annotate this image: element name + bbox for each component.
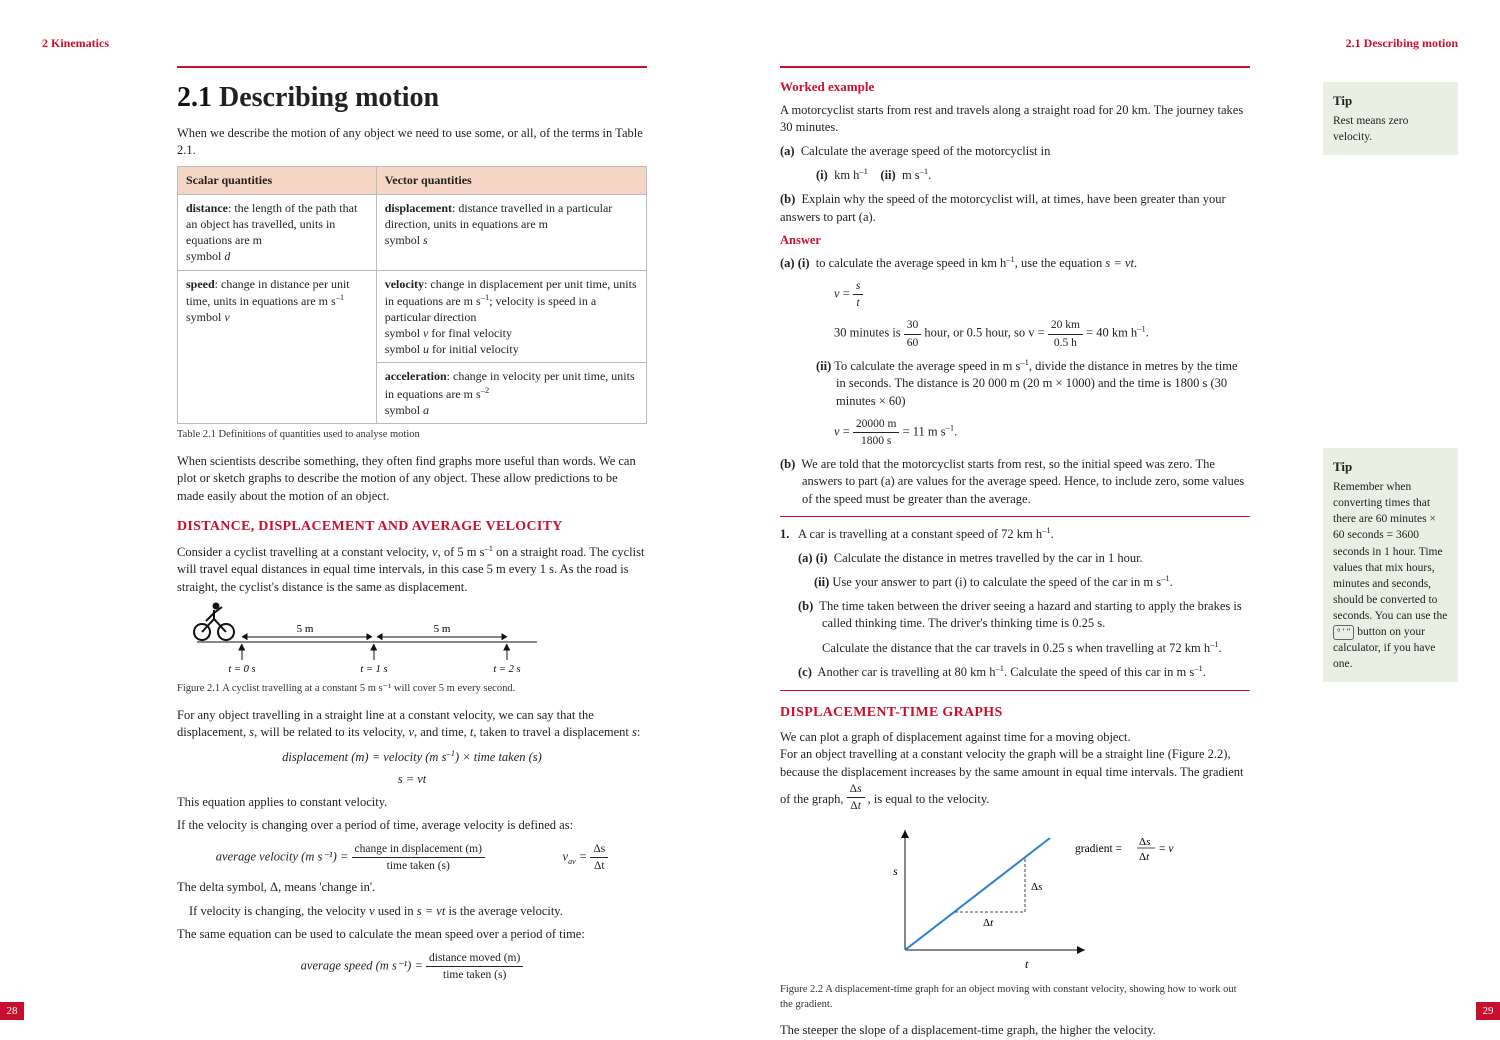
cell-displacement: displacement: distance travelled in a pa… (376, 194, 646, 270)
cyclist-para: Consider a cyclist travelling at a const… (177, 543, 647, 597)
worked-problem: A motorcyclist starts from rest and trav… (780, 102, 1250, 137)
worked-heading: Worked example (780, 78, 1250, 96)
svg-text:gradient =: gradient = (1075, 843, 1122, 855)
intro-text: When we describe the motion of any objec… (177, 125, 647, 160)
svg-text:t: t (1025, 957, 1029, 971)
calc-button-icon: ° ' " (1333, 625, 1354, 640)
right-content: Worked example A motorcyclist starts fro… (780, 66, 1250, 1040)
svg-text:Δt: Δt (1139, 851, 1150, 863)
delta-para: The delta symbol, Δ, means 'change in'. (177, 879, 647, 897)
page-title: 2.1 Describing motion (177, 78, 647, 117)
tip1-title: Tip (1333, 92, 1448, 110)
left-content: 2.1 Describing motion When we describe t… (177, 66, 647, 983)
dt-para: We can plot a graph of displacement agai… (780, 729, 1250, 815)
ans-eq-v: v = st (834, 278, 1250, 311)
section-distance-heading: DISTANCE, DISPLACEMENT AND AVERAGE VELOC… (177, 517, 647, 537)
figure2-caption: Figure 2.2 A displacement-time graph for… (780, 983, 1250, 1012)
running-head-left: 2 Kinematics (42, 35, 720, 52)
tip2-text: Remember when converting times that ther… (1333, 479, 1448, 672)
fig1-d2: 5 m (434, 623, 451, 635)
q1-b2: Calculate the distance that the car trav… (798, 639, 1250, 658)
eq-words: displacement (m) = velocity (m s–1) × ti… (177, 748, 647, 767)
tip-box-1: Tip Rest means zero velocity. (1323, 82, 1458, 155)
dt-para2: The steeper the slope of a displacement-… (780, 1022, 1250, 1040)
svg-text:Δs: Δs (1139, 836, 1150, 848)
figure-2-2: s t Δt Δs gradient = Δs Δt = v (780, 820, 1250, 981)
worked-q-a: (a) Calculate the average speed of the m… (780, 143, 1250, 161)
svg-text:t = 2 s: t = 2 s (493, 664, 520, 674)
svg-text:Δt: Δt (983, 917, 994, 929)
svg-text:Δs: Δs (1031, 881, 1042, 893)
tip2-title: Tip (1333, 458, 1448, 476)
cell-velocity: velocity: change in displacement per uni… (376, 270, 646, 363)
eq-avg-vel: average velocity (m s⁻¹) = change in dis… (177, 841, 647, 874)
title-rule (177, 66, 647, 68)
th-scalar: Scalar quantities (178, 166, 377, 194)
q1-b: (b) The time taken between the driver se… (798, 598, 1250, 633)
ans-a-ii: (ii) To calculate the average speed in m… (816, 357, 1250, 411)
relation-para: For any object travelling in a straight … (177, 707, 647, 742)
avg-note: If velocity is changing, the velocity v … (177, 903, 647, 921)
figure-2-1: 5 m 5 m t = 0 s t = 1 s t = 2 s (177, 602, 647, 680)
fig1-d1: 5 m (297, 623, 314, 635)
title-number: 2.1 (177, 82, 212, 113)
svg-text:t = 0 s: t = 0 s (228, 664, 255, 674)
running-head-right: 2.1 Describing motion (780, 35, 1458, 52)
tip-box-2: Tip Remember when converting times that … (1323, 448, 1458, 682)
svg-text:= v: = v (1159, 843, 1174, 855)
section-dt-graphs-heading: DISPLACEMENT-TIME GRAPHS (780, 703, 1250, 723)
para-graphs: When scientists describe something, they… (177, 453, 647, 506)
worked-rule (780, 66, 1250, 68)
q1-a-i: (a) (i) Calculate the distance in metres… (798, 550, 1250, 568)
q1-a-ii: (ii) Use your answer to part (i) to calc… (834, 573, 1250, 592)
avg-speed-intro: The same equation can be used to calcula… (177, 926, 647, 944)
title-text: Describing motion (219, 82, 439, 113)
svg-text:s: s (893, 864, 898, 878)
ans-b: (b) We are told that the motorcyclist st… (780, 456, 1250, 509)
answer-heading: Answer (780, 232, 1250, 250)
table-caption: Table 2.1 Definitions of quantities used… (177, 428, 647, 443)
worked-q-b: (b) Explain why the speed of the motorcy… (780, 191, 1250, 226)
th-vector: Vector quantities (376, 166, 646, 194)
page-number-28: 28 (0, 1002, 24, 1020)
const-vel: This equation applies to constant veloci… (177, 794, 647, 812)
question-rule (780, 516, 1250, 517)
svg-text:t = 1 s: t = 1 s (360, 664, 387, 674)
cell-acceleration: acceleration: change in velocity per uni… (376, 363, 646, 424)
q1: 1. A car is travelling at a constant spe… (780, 525, 1250, 544)
eq-avg-speed: average speed (m s⁻¹) = distance moved (… (177, 950, 647, 983)
question-rule-end (780, 690, 1250, 691)
cell-distance: distance: the length of the path that an… (178, 194, 377, 270)
worked-q-a-sub: (i) km h–1 (ii) m s–1. (816, 166, 1250, 185)
page-28: 2 Kinematics 2.1 Describing motion When … (0, 0, 750, 1035)
cell-speed: speed: change in distance per unit time,… (178, 270, 377, 424)
ans-a-i-calc: 30 minutes is 3060 hour, or 0.5 hour, so… (834, 317, 1250, 350)
tip1-text: Rest means zero velocity. (1333, 113, 1448, 145)
avg-vel-intro: If the velocity is changing over a perio… (189, 817, 647, 835)
figure1-caption: Figure 2.1 A cyclist travelling at a con… (177, 682, 647, 697)
page-number-29: 29 (1476, 1002, 1500, 1020)
q1-c: (c) Another car is travelling at 80 km h… (798, 663, 1250, 682)
page-29: 2.1 Describing motion Tip Rest means zer… (750, 0, 1500, 1035)
quantities-table: Scalar quantities Vector quantities dist… (177, 166, 647, 424)
eq-svt: s = vt (177, 771, 647, 789)
ans-a-i: (a) (i) to calculate the average speed i… (780, 254, 1250, 273)
ans-a-ii-calc: v = 20000 m1800 s = 11 m s–1. (834, 416, 1250, 449)
